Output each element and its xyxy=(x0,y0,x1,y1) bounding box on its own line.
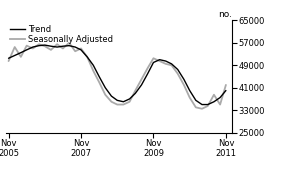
Legend: Trend, Seasonally Adjusted: Trend, Seasonally Adjusted xyxy=(10,25,113,44)
Text: no.: no. xyxy=(218,10,232,19)
